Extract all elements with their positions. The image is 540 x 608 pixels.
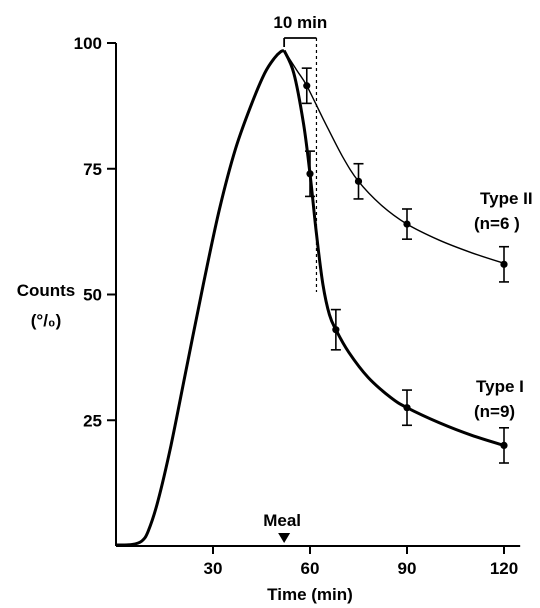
type-i-n-label: (n=9) — [474, 402, 515, 421]
type-ii-label: Type II — [480, 189, 533, 208]
labels: 30 60 90 120 25 50 75 100 Time (min) Counts (°/₀) T… — [17, 13, 533, 604]
type-ii-point — [500, 260, 508, 268]
type-ii-point — [403, 220, 411, 228]
type-i-point — [500, 441, 508, 449]
type-i-curve — [282, 49, 505, 447]
x-axis-label: Time (min) — [267, 585, 353, 604]
y-tick-label: 100 — [74, 34, 102, 53]
x-tick-label: 90 — [398, 559, 417, 578]
markers — [278, 37, 509, 543]
rise-curve — [115, 49, 285, 547]
y-axis-label-unit: (°/₀) — [31, 311, 62, 330]
type-i-point — [403, 404, 411, 412]
type-ii-n-label: (n=6 ) — [474, 214, 520, 233]
type-i-point — [332, 326, 340, 334]
y-axis-label: Counts — [17, 281, 76, 300]
interval-label: 10 min — [273, 13, 327, 32]
meal-arrow-icon — [278, 533, 291, 543]
axes — [107, 42, 521, 554]
y-tick-label: 75 — [83, 160, 102, 179]
x-tick-label: 30 — [204, 559, 223, 578]
type-i-label: Type I — [476, 377, 524, 396]
type-ii-point — [354, 177, 363, 185]
type-i-point — [306, 170, 314, 178]
x-tick-label: 120 — [490, 559, 518, 578]
y-tick-label: 25 — [83, 411, 102, 430]
type-ii-point — [303, 82, 311, 90]
y-tick-label: 50 — [83, 286, 102, 305]
curves — [115, 49, 505, 547]
meal-label: Meal — [263, 511, 301, 530]
x-tick-label: 60 — [301, 559, 320, 578]
